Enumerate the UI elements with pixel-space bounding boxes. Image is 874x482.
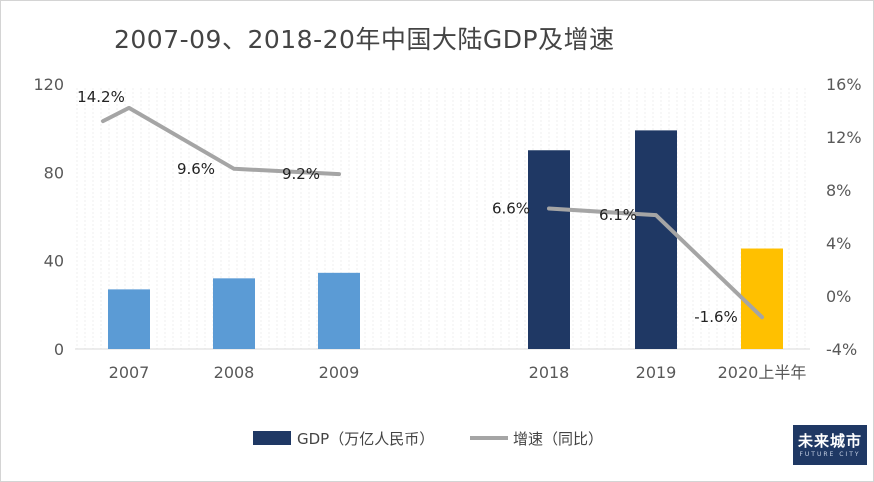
y-right-tick-label: 4%	[826, 234, 851, 253]
gdp-bar	[528, 150, 570, 349]
y-right-tick-label: 16%	[826, 75, 862, 94]
x-ticks: 2007 2008 2009 2018 2019 2020上半年	[109, 363, 807, 382]
y-right-tick-label: -4%	[826, 340, 857, 359]
y-right-ticks: -4% 0% 4% 8% 12% 16%	[826, 75, 862, 359]
x-tick-label: 2008	[214, 363, 255, 382]
y-right-tick-label: 12%	[826, 128, 862, 147]
gdp-bar	[213, 278, 255, 349]
y-right-tick-label: 8%	[826, 181, 851, 200]
growth-line-group	[101, 105, 764, 320]
legend-line-label: 增速（同比）	[513, 430, 603, 448]
x-tick-label: 2019	[636, 363, 677, 382]
growth-data-label: 9.6%	[177, 160, 215, 178]
growth-data-label: -1.6%	[694, 308, 738, 326]
growth-data-label: 9.2%	[282, 165, 320, 183]
growth-line-segment	[101, 105, 341, 177]
y-right-tick-label: 0%	[826, 287, 851, 306]
x-tick-label: 2020上半年	[718, 363, 807, 382]
gdp-bar	[108, 289, 150, 349]
future-city-logo: 未来城市 FUTURE CITY	[793, 425, 867, 465]
x-tick-label: 2018	[529, 363, 570, 382]
growth-point-labels: 14.2% 9.6% 9.2% 6.6% 6.1% -1.6%	[77, 88, 738, 326]
growth-line-segment	[547, 206, 764, 320]
gdp-bar	[741, 248, 783, 349]
logo-subtext: FUTURE CITY	[799, 451, 861, 458]
chart-title: 2007-09、2018-20年中国大陆GDP及增速	[114, 25, 615, 54]
gdp-bars	[108, 130, 783, 349]
growth-data-label: 6.1%	[599, 206, 637, 224]
x-tick-label: 2007	[109, 363, 150, 382]
legend-bar-label: GDP（万亿人民币）	[297, 430, 434, 448]
legend: GDP（万亿人民币） 增速（同比）	[253, 430, 603, 448]
y-left-tick-label: 0	[54, 340, 64, 359]
growth-data-label: 14.2%	[77, 88, 125, 106]
y-left-tick-label: 40	[44, 252, 64, 271]
growth-data-label: 6.6%	[492, 200, 530, 218]
y-left-tick-label: 80	[44, 163, 64, 182]
logo-text: 未来城市	[797, 432, 862, 450]
y-left-ticks: 0 40 80 120	[33, 75, 64, 359]
legend-bar-swatch	[253, 431, 291, 445]
gdp-bar	[318, 272, 360, 349]
y-left-tick-label: 120	[33, 75, 64, 94]
x-tick-label: 2009	[319, 363, 360, 382]
gdp-bar	[635, 130, 677, 349]
